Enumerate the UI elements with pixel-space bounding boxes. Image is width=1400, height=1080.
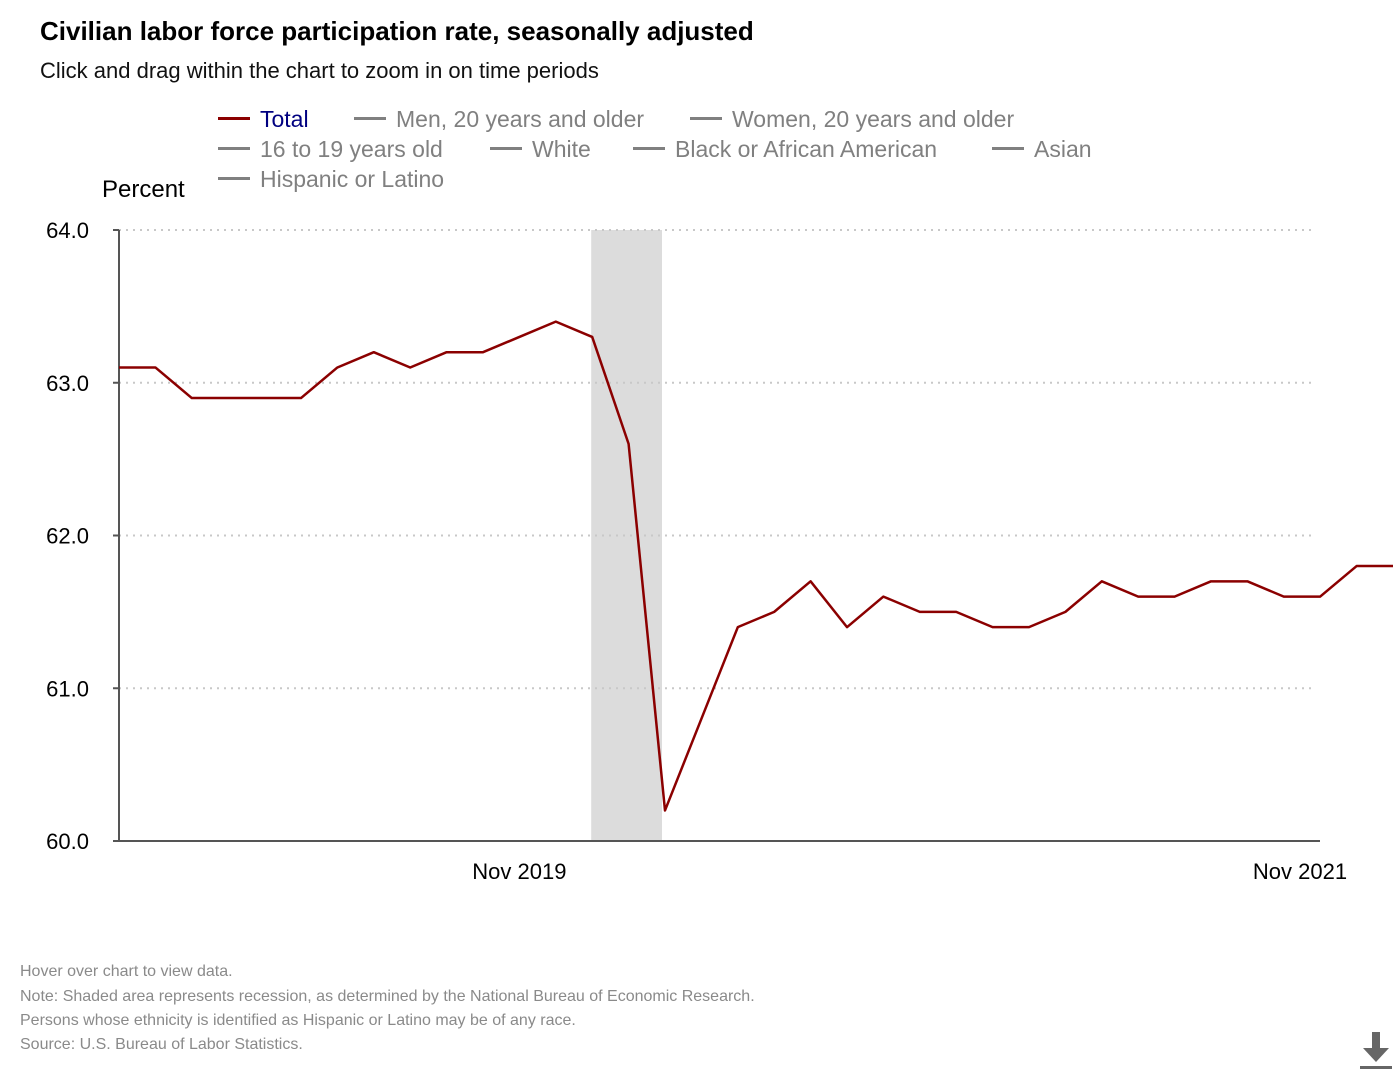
data-point xyxy=(877,591,889,603)
x-tick-label: Nov 2021 xyxy=(1253,859,1347,884)
data-point xyxy=(259,392,271,404)
data-point xyxy=(1241,575,1253,587)
footnote-hover: Hover over chart to view data. xyxy=(20,963,233,980)
data-point xyxy=(623,438,635,450)
data-point xyxy=(222,392,234,404)
data-point xyxy=(550,316,562,328)
data-point xyxy=(1278,591,1290,603)
data-point xyxy=(659,804,671,816)
legend-label: Hispanic or Latino xyxy=(260,166,445,192)
data-point xyxy=(586,331,598,343)
data-point xyxy=(768,606,780,618)
legend-swatch-icon xyxy=(490,147,522,151)
legend-label: Total xyxy=(260,106,309,132)
data-point xyxy=(1169,591,1181,603)
footnote-hispanic: Persons whose ethnicity is identified as… xyxy=(20,1012,576,1029)
legend-label: Women, 20 years and older xyxy=(732,106,1015,132)
legend-swatch-icon xyxy=(992,147,1024,151)
data-point xyxy=(1023,621,1035,633)
footnote-recession: Note: Shaded area represents recession, … xyxy=(20,988,755,1005)
footnote-source: Source: U.S. Bureau of Labor Statistics. xyxy=(20,1036,303,1053)
x-tick-label: Nov 2019 xyxy=(472,859,566,884)
download-icon[interactable] xyxy=(1358,1030,1394,1070)
data-point xyxy=(404,361,416,373)
legend-label: Asian xyxy=(1034,136,1092,162)
legend-swatch-icon xyxy=(354,117,386,121)
data-point xyxy=(841,621,853,633)
data-point xyxy=(695,713,707,725)
data-point xyxy=(149,361,161,373)
data-point xyxy=(331,361,343,373)
data-point xyxy=(1351,560,1363,572)
legend-item-asian[interactable]: Asian xyxy=(992,136,1092,163)
legend-swatch-icon xyxy=(218,117,250,121)
legend-item-hispanic[interactable]: Hispanic or Latino xyxy=(218,166,444,193)
data-point xyxy=(805,575,817,587)
chart-title: Civilian labor force participation rate,… xyxy=(40,16,754,46)
data-point xyxy=(1314,591,1326,603)
legend-item-white[interactable]: White xyxy=(490,136,591,163)
legend-item-women[interactable]: Women, 20 years and older xyxy=(690,106,1014,133)
y-tick-label: 62.0 xyxy=(46,524,89,549)
legend-swatch-icon xyxy=(690,117,722,121)
legend-label: Men, 20 years and older xyxy=(396,106,645,132)
data-point xyxy=(914,606,926,618)
data-point xyxy=(1387,560,1399,572)
data-point xyxy=(186,392,198,404)
data-point xyxy=(295,392,307,404)
data-point xyxy=(1096,575,1108,587)
legend-item-16-19[interactable]: 16 to 19 years old xyxy=(218,136,443,163)
y-tick-label: 63.0 xyxy=(46,371,89,396)
data-point xyxy=(1205,575,1217,587)
legend-item-black[interactable]: Black or African American xyxy=(633,136,937,163)
data-point xyxy=(987,621,999,633)
y-tick-label: 61.0 xyxy=(46,676,89,701)
data-point xyxy=(732,621,744,633)
data-point xyxy=(477,346,489,358)
legend-item-total[interactable]: Total xyxy=(218,106,309,133)
data-point xyxy=(513,331,525,343)
line-chart[interactable]: 64.0 63.0 62.0 61.0 60.0 Nov 2019 Nov 2021 xyxy=(0,0,1400,900)
data-point xyxy=(950,606,962,618)
data-point xyxy=(1059,606,1071,618)
legend-swatch-icon xyxy=(633,147,665,151)
y-tick-label: 64.0 xyxy=(46,218,89,243)
chart-subtitle: Click and drag within the chart to zoom … xyxy=(40,58,599,83)
y-axis-label: Percent xyxy=(102,176,185,203)
legend-label: 16 to 19 years old xyxy=(260,136,443,162)
legend-item-men[interactable]: Men, 20 years and older xyxy=(354,106,644,133)
legend-swatch-icon xyxy=(218,147,250,151)
legend-label: Black or African American xyxy=(675,136,938,162)
legend-label: White xyxy=(532,136,591,162)
data-point xyxy=(368,346,380,358)
series-line-total xyxy=(119,320,1393,812)
y-tick-label: 60.0 xyxy=(46,829,89,854)
legend-swatch-icon xyxy=(218,177,250,181)
data-point xyxy=(441,346,453,358)
data-point xyxy=(113,361,125,373)
data-point xyxy=(1132,591,1144,603)
